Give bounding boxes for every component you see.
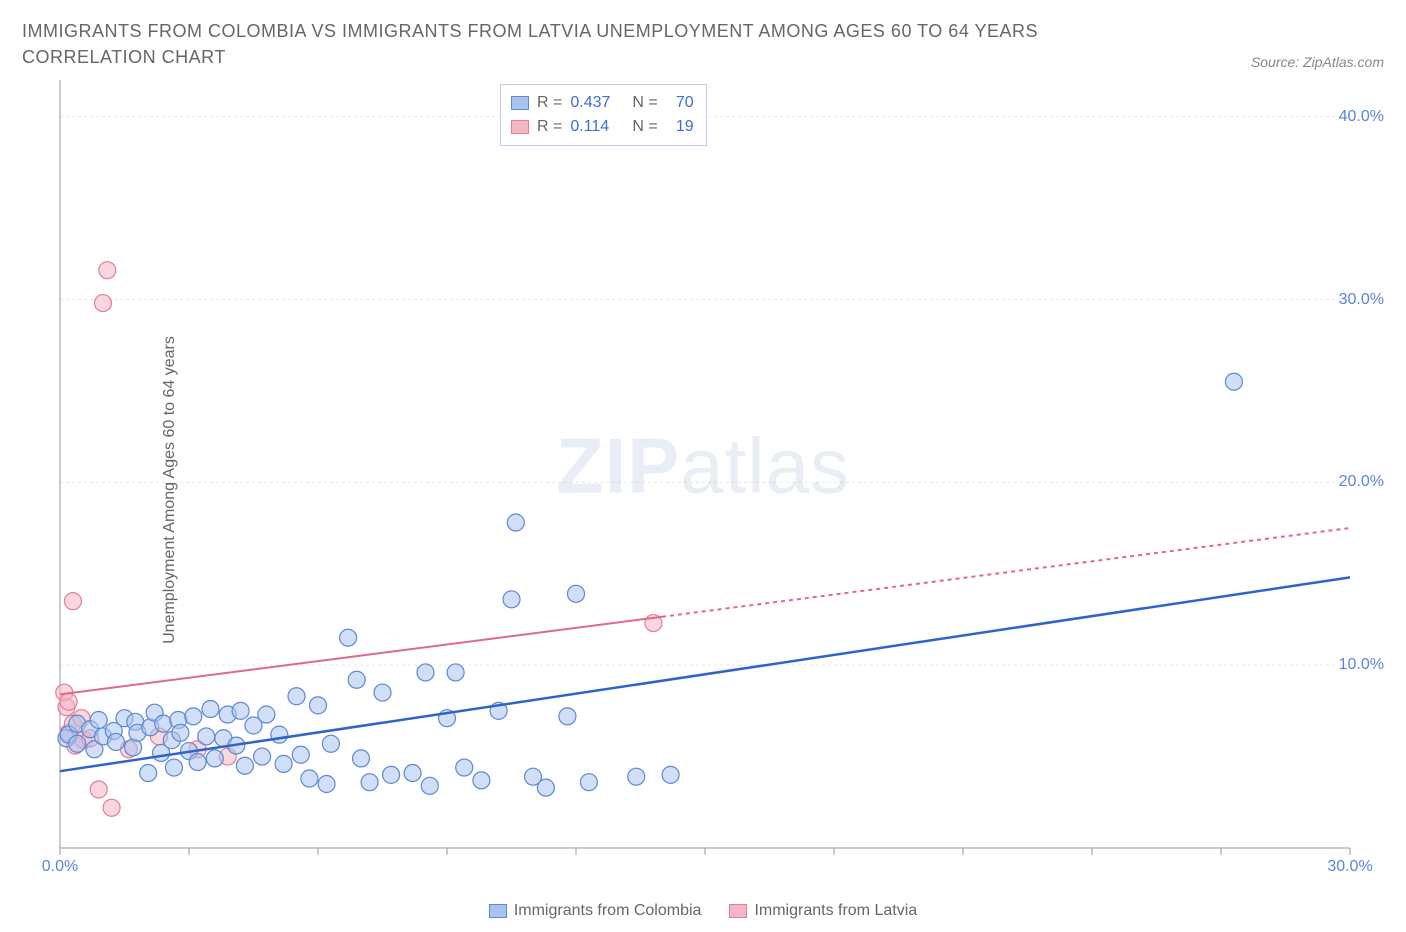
x-tick-label: 30.0% xyxy=(1327,858,1372,876)
r-label: R = xyxy=(537,91,562,115)
legend-swatch xyxy=(511,120,529,134)
stats-legend: R = 0.437 N = 70 R = 0.114 N = 19 xyxy=(500,84,707,146)
legend-label: Immigrants from Colombia xyxy=(514,902,702,920)
r-label: R = xyxy=(537,115,562,139)
n-label: N = xyxy=(632,115,657,139)
n-value: 19 xyxy=(666,115,694,139)
r-value: 0.114 xyxy=(570,115,624,139)
source-attribution: Source: ZipAtlas.com xyxy=(1251,54,1384,70)
legend-swatch xyxy=(511,96,529,110)
legend-swatch xyxy=(489,904,507,918)
series-legend: Immigrants from Colombia Immigrants from … xyxy=(22,902,1384,920)
y-tick-label: 10.0% xyxy=(1339,656,1384,674)
stats-legend-row: R = 0.114 N = 19 xyxy=(511,115,694,139)
scatter-chart xyxy=(22,80,1384,880)
y-tick-label: 40.0% xyxy=(1339,108,1384,126)
stats-legend-row: R = 0.437 N = 70 xyxy=(511,91,694,115)
y-tick-label: 20.0% xyxy=(1339,473,1384,491)
chart-header: IMMIGRANTS FROM COLOMBIA VS IMMIGRANTS F… xyxy=(22,18,1384,70)
chart-container: Unemployment Among Ages 60 to 64 years Z… xyxy=(22,80,1384,900)
chart-title: IMMIGRANTS FROM COLOMBIA VS IMMIGRANTS F… xyxy=(22,18,1142,70)
legend-item: Immigrants from Latvia xyxy=(729,902,917,920)
n-label: N = xyxy=(632,91,657,115)
y-axis-label: Unemployment Among Ages 60 to 64 years xyxy=(161,336,179,644)
legend-label: Immigrants from Latvia xyxy=(754,902,917,920)
y-tick-label: 30.0% xyxy=(1339,291,1384,309)
n-value: 70 xyxy=(666,91,694,115)
legend-swatch xyxy=(729,904,747,918)
legend-item: Immigrants from Colombia xyxy=(489,902,702,920)
x-tick-label: 0.0% xyxy=(42,858,78,876)
r-value: 0.437 xyxy=(570,91,624,115)
